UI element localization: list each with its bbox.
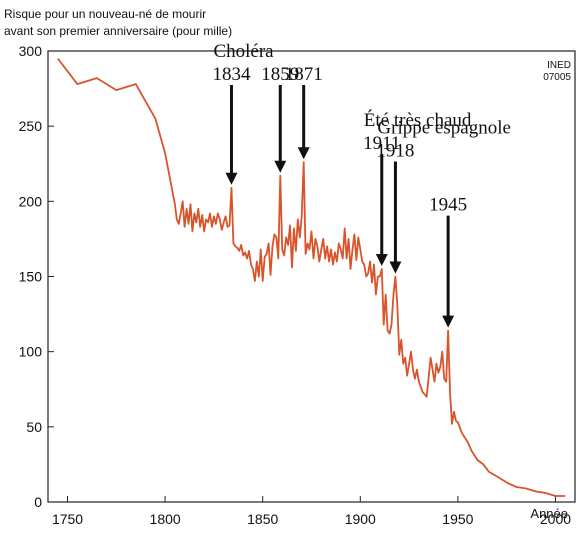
annotation-label: Été très chaud bbox=[364, 109, 472, 131]
y-axis: 0 50 100 150 200 250 300 bbox=[19, 43, 54, 510]
y-tick-label: 200 bbox=[19, 193, 43, 209]
x-axis: 1750 1800 1850 1900 1950 2000 bbox=[52, 496, 571, 527]
annotation-label: 1918 bbox=[376, 141, 414, 162]
annotation-1871: 1871 bbox=[285, 64, 323, 160]
x-tick-label: 1900 bbox=[345, 511, 376, 527]
source-badge-line-2: 07005 bbox=[543, 72, 571, 83]
y-tick-label: 0 bbox=[34, 494, 42, 510]
source-badge: INED 07005 bbox=[543, 60, 571, 83]
x-tick-label: 1850 bbox=[247, 511, 278, 527]
y-tick-label: 250 bbox=[19, 118, 43, 134]
annotation-label: 1834 bbox=[212, 64, 251, 85]
y-tick-label: 50 bbox=[26, 419, 42, 435]
y-tick-label: 100 bbox=[19, 344, 43, 360]
y-tick-label: 150 bbox=[19, 269, 43, 285]
y-axis-title-line-2: avant son premier anniversaire (pour mil… bbox=[4, 24, 232, 38]
x-tick-label: 2000 bbox=[540, 511, 571, 527]
annotation-label: Choléra bbox=[213, 41, 274, 62]
annotation-label: 1911 bbox=[363, 133, 400, 154]
source-badge-line-1: INED bbox=[547, 60, 571, 71]
x-tick-label: 1950 bbox=[442, 511, 473, 527]
x-axis-title: Année bbox=[530, 506, 568, 521]
series-line-infant-mortality bbox=[57, 57, 566, 497]
y-tick-label: 300 bbox=[19, 43, 43, 59]
annotation-arrow-head bbox=[389, 261, 402, 274]
annotation-arrow-head bbox=[297, 147, 310, 160]
annotation-arrow-head bbox=[225, 172, 238, 185]
annotation-arrow-head bbox=[375, 253, 388, 266]
annotation-label: 1859 bbox=[261, 64, 299, 85]
x-tick-label: 1800 bbox=[150, 511, 181, 527]
y-axis-title: Risque pour un nouveau-né de mourir avan… bbox=[4, 7, 232, 38]
annotation-label: 1945 bbox=[429, 195, 467, 216]
annotation-arrow-head bbox=[442, 315, 455, 328]
annotation-label: Grippe espagnole bbox=[377, 118, 510, 139]
x-tick-label: 1750 bbox=[52, 511, 83, 527]
annotation-label: 1871 bbox=[285, 64, 323, 85]
annotation-1945: 1945 bbox=[429, 195, 467, 328]
annotation-arrow-head bbox=[274, 160, 287, 173]
annotation-1859: 1859 bbox=[261, 64, 299, 173]
y-axis-title-line-1: Risque pour un nouveau-né de mourir bbox=[4, 7, 206, 21]
